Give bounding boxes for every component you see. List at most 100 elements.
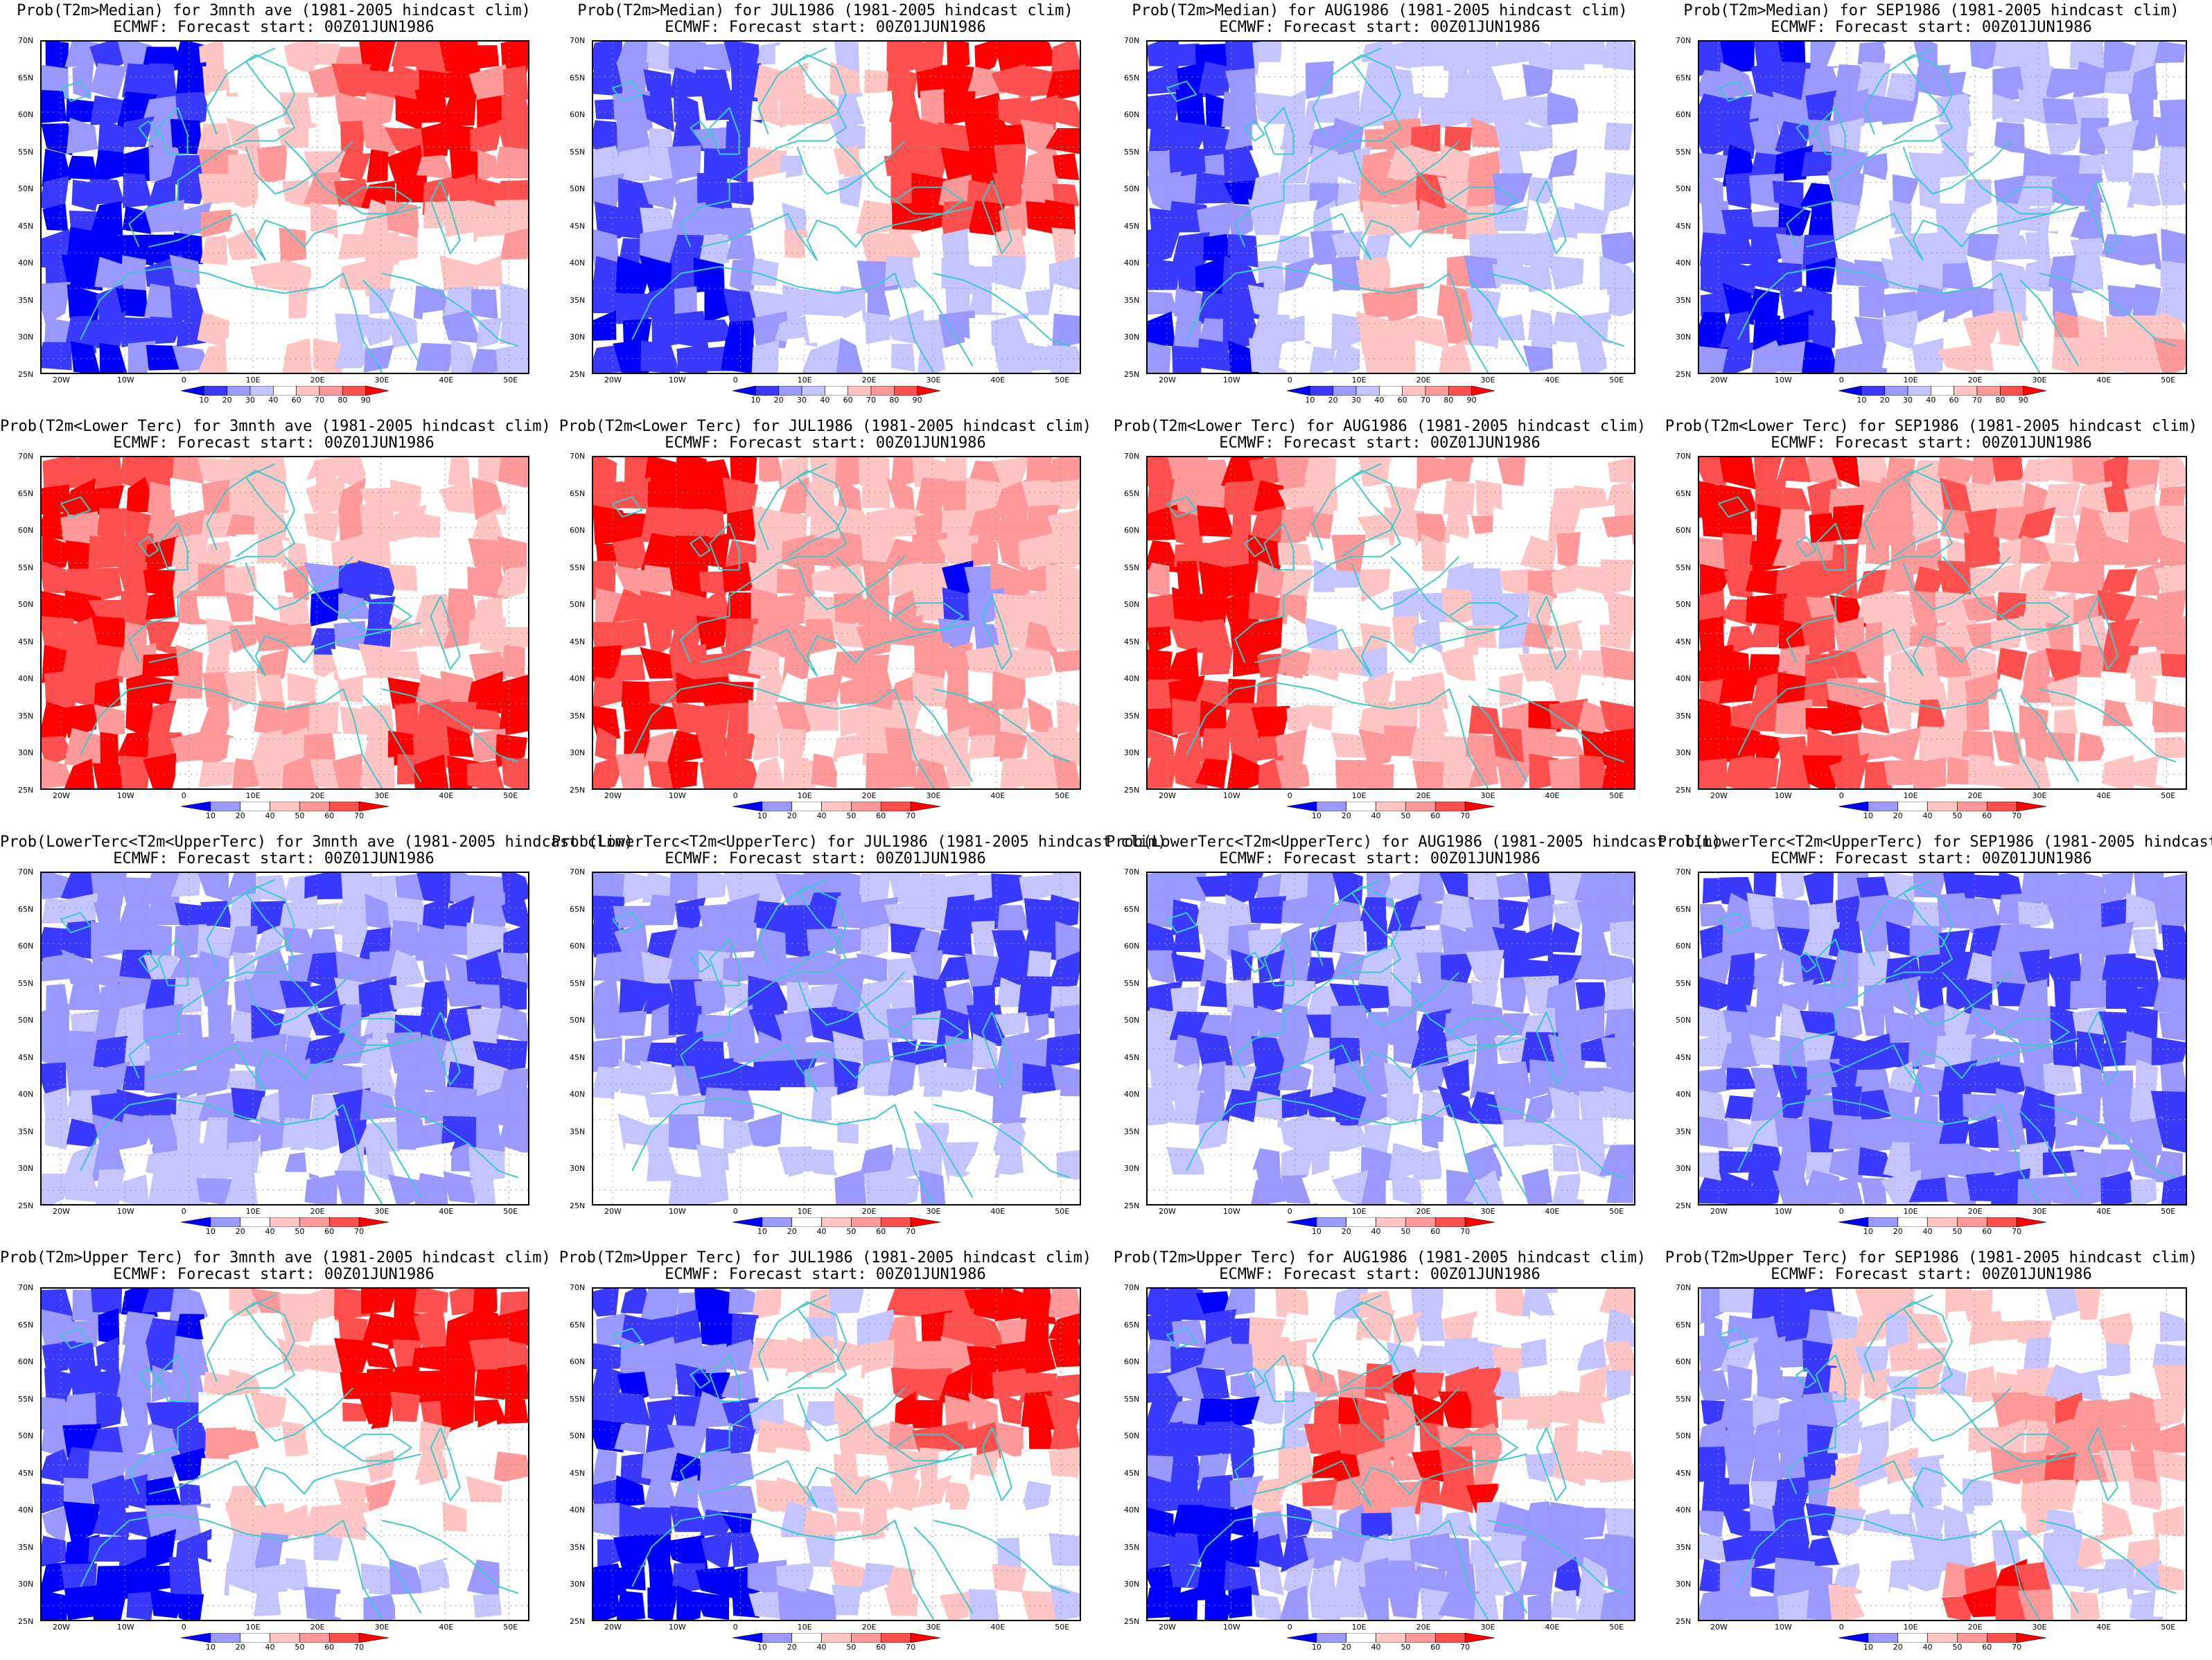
prob-cell [1719,670,1756,704]
prob-cell [937,1529,971,1562]
lon-tick-label: 0 [1287,791,1292,800]
colorbar-swatch [1897,801,1928,812]
colorbar-swatch [249,385,274,396]
prob-cell [697,1343,727,1378]
lon-tick-label: 30E [1480,791,1495,800]
prob-cell [2096,1587,2130,1620]
prob-cell [593,951,622,982]
colorbar-tick-label: 60 [876,1643,886,1652]
prob-cell [1444,457,1474,484]
coastline [1786,1294,1954,1494]
prob-cell [913,975,951,1018]
lat-tick-label: 45N [1676,1052,1692,1062]
colorbar-swatch [1907,385,1931,396]
colorbar-tick-label: 60 [843,396,853,405]
coastline [2019,279,2080,367]
prob-cell [621,680,655,707]
prob-cell [2026,1394,2058,1429]
lon-tick-label: 20E [1967,376,1983,385]
prob-cell [1917,975,1945,1014]
prob-cell [229,205,262,232]
prob-cell [858,457,890,490]
prob-cell [1699,1116,1734,1149]
lat-tick-label: 65N [1676,904,1692,914]
prob-cell [1599,255,1634,297]
prob-cell [1248,534,1285,570]
lat-tick-label: 40N [18,258,34,268]
prob-cell [748,1113,782,1149]
prob-cell [1860,1005,1885,1036]
prob-cell [1577,1170,1611,1202]
lon-tick-label: 20E [1416,791,1431,800]
prob-cell [1385,229,1423,265]
panel-subtitle: ECMWF: Forecast start: 00Z01JUN1986 [1219,1266,1540,1283]
prob-cell [2053,709,2078,737]
prob-cell [612,588,647,623]
lon-tick-label: 0 [1287,1207,1292,1216]
prob-cell [471,348,501,373]
lon-tick-label: 10W [668,1207,686,1216]
lat-tick-label: 35N [570,1542,586,1552]
colorbar-swatch [240,1632,270,1643]
prob-cell [1599,624,1633,650]
prob-cell [1333,61,1371,94]
prob-cell [1416,1316,1446,1342]
prob-cell [1946,979,1970,1015]
prob-cell [1301,42,1340,65]
prob-cell [910,1340,951,1376]
prob-cell [1233,644,1261,677]
prob-cell [1528,509,1554,542]
lon-tick-label: 10W [1222,1207,1240,1216]
prob-cell [88,1536,129,1562]
prob-cell [2050,1005,2079,1042]
prob-cell [1963,310,2004,348]
prob-cell [856,953,888,984]
prob-cell [62,1172,103,1203]
prob-cell [365,894,392,930]
prob-cell [725,1169,755,1204]
colorbar-tick-label: 10 [1311,1227,1322,1236]
prob-cell [502,1422,528,1454]
prob-cell [1383,1418,1416,1459]
prob-cell [613,1534,649,1570]
colorbar-swatch [1333,385,1357,396]
prob-cell [442,951,472,989]
prob-cell [992,477,1030,519]
prob-cell [1331,1474,1364,1510]
prob-cell [862,559,890,601]
coastline [1488,272,1625,347]
coastline [631,1097,935,1204]
prob-cell [1518,1395,1561,1429]
prob-cell [60,920,99,960]
prob-cell [1802,1391,1838,1435]
prob-cell [884,1448,926,1482]
prob-cell [701,1531,733,1572]
coastline [157,938,188,987]
prob-cell [1495,1013,1532,1036]
prob-cell [2157,175,2186,206]
prob-cell [758,1030,787,1066]
prob-cell [1553,1452,1586,1488]
lon-tick-label: 0 [1287,376,1292,385]
prob-cell [359,70,396,100]
prob-cell [805,314,843,344]
prob-cell [1699,119,1728,159]
colorbar-tick-label: 50 [295,811,305,820]
prob-cell [255,1058,288,1090]
prob-cell [1936,619,1976,650]
prob-cell [62,457,96,490]
prob-cell [88,643,125,682]
prob-cell [412,1370,450,1403]
prob-cell [838,173,863,208]
prob-cell [1286,705,1313,735]
lon-tick-label: 50E [503,1623,518,1632]
prob-cell [1940,1421,1974,1460]
prob-cell [1169,1532,1202,1566]
prob-cell [64,759,95,788]
prob-cell [42,1144,72,1181]
lat-tick-label: 55N [1676,1394,1692,1404]
lon-tick-label: 20E [1416,1623,1431,1632]
coastline [700,1454,973,1508]
prob-cell [1017,645,1055,682]
prob-cell [226,117,263,157]
